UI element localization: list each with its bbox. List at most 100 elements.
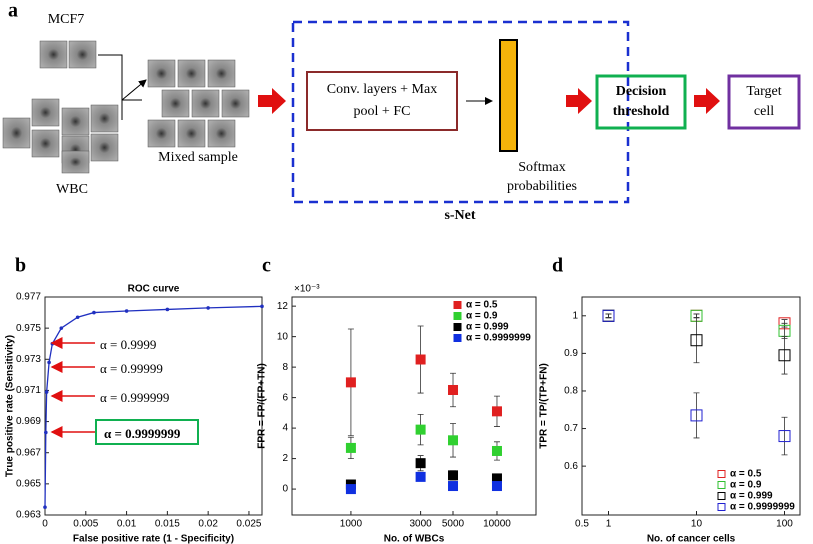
y-tick-label: 0.977	[16, 292, 41, 303]
panel-label: c	[262, 255, 271, 277]
chart-title: ROC curve	[128, 284, 180, 295]
y-tick-label: 0.965	[16, 478, 41, 489]
roc-line	[44, 305, 263, 508]
y-tick-label: 1	[572, 310, 578, 321]
roc-point	[92, 310, 96, 315]
legend-swatch	[453, 323, 462, 331]
roc-point	[43, 505, 47, 510]
legend-swatch	[717, 492, 726, 500]
marker	[415, 354, 426, 365]
roc-point	[206, 306, 210, 310]
y-axis-label: FPR = FP/(FP+TN)	[257, 363, 268, 449]
red-arrow	[258, 88, 286, 114]
x-tick-label: 0.5	[575, 519, 589, 530]
marker	[345, 484, 356, 495]
softmax-text: Softmax	[518, 160, 565, 175]
error-bar	[693, 317, 700, 364]
panel-a: a MCF7 WBC Mixed sample Conv. layers + M…	[2, 0, 801, 223]
y-axis-label: True positive rate (Sensitivity)	[5, 335, 16, 477]
network-text: Conv. layers + Max	[327, 82, 437, 97]
x-tick-label: 10000	[483, 519, 511, 530]
target-text: cell	[754, 104, 774, 119]
roc-point	[44, 390, 49, 394]
softmax-text: probabilities	[507, 179, 577, 194]
error-bar	[693, 392, 700, 439]
target-box	[727, 74, 801, 130]
y-tick-label: 0.971	[16, 385, 41, 396]
annotation: α = 0.999999	[100, 390, 169, 405]
marker	[491, 445, 502, 456]
red-arrow	[694, 88, 720, 114]
red-arrow	[566, 88, 592, 114]
panel-label: d	[552, 255, 563, 277]
marker	[602, 309, 615, 322]
legend-swatch	[717, 470, 726, 478]
error-bar	[781, 336, 788, 375]
y-tick-label: 6	[282, 392, 288, 403]
y-tick-label: 12	[277, 301, 289, 312]
legend-label: α = 0.9	[730, 480, 762, 491]
marker	[448, 470, 459, 481]
marker	[448, 481, 459, 492]
y-tick-label: 0.8	[564, 386, 578, 397]
y-tick-label: 2	[282, 453, 288, 464]
x-tick-label: 100	[776, 519, 793, 530]
error-bar	[605, 313, 612, 319]
roc-point	[47, 360, 51, 365]
x-tick-label: 0.025	[236, 519, 261, 530]
marker	[448, 435, 459, 446]
marker	[491, 406, 502, 417]
annotation-box	[95, 419, 199, 445]
marker	[345, 377, 356, 388]
y-tick-label: 0.9	[564, 348, 578, 359]
x-tick-label: 0.02	[198, 519, 218, 530]
x-tick-label: 0.015	[155, 519, 180, 530]
x-tick-label: 1000	[340, 519, 363, 530]
legend-label: α = 0.9999999	[730, 502, 795, 513]
connector-arrow	[121, 79, 147, 101]
marker	[415, 458, 426, 469]
y-axis-label: TPR = TP/(TP+FN)	[539, 363, 550, 449]
roc-point	[124, 309, 129, 313]
legend-swatch	[717, 503, 726, 511]
y-tick-label: 10	[277, 331, 289, 342]
marker	[345, 442, 356, 453]
error-bar	[781, 416, 788, 456]
decision-text: threshold	[613, 104, 670, 119]
y-tick-label: 0.967	[16, 447, 41, 458]
network-box	[306, 71, 458, 131]
legend-label: α = 0.5	[730, 469, 762, 480]
legend-swatch	[453, 301, 462, 309]
annotation: α = 0.9999999	[104, 426, 181, 441]
error-bar	[693, 313, 700, 319]
x-axis-label: No. of cancer cells	[647, 534, 736, 544]
marker	[690, 409, 703, 422]
plot-frame	[581, 296, 801, 516]
y-tick-label: 0.969	[16, 416, 41, 427]
network-text: pool + FC	[354, 104, 411, 119]
roc-point	[75, 315, 80, 320]
marker	[448, 384, 459, 395]
y-multiplier: ×10⁻³	[294, 284, 320, 295]
roc-point	[260, 304, 264, 309]
decision-box	[595, 74, 687, 130]
legend-swatch	[453, 312, 462, 320]
x-tick-label: 0.01	[117, 519, 137, 530]
plot-frame	[291, 296, 537, 516]
legend-label: α = 0.9	[466, 311, 498, 322]
mixed-label: Mixed sample	[158, 150, 238, 165]
x-tick-label: 1	[606, 519, 612, 530]
y-tick-label: 8	[282, 362, 288, 373]
x-tick-label: 0.005	[73, 519, 98, 530]
legend-label: α = 0.999	[466, 322, 509, 333]
legend-label: α = 0.5	[466, 300, 498, 311]
plot-frame	[44, 296, 263, 516]
wbc-label: WBC	[56, 182, 88, 197]
connector	[98, 54, 142, 120]
target-text: Target	[746, 84, 781, 99]
y-tick-label: 0.975	[16, 323, 41, 334]
snet-label: s-Net	[444, 208, 475, 223]
x-axis-label: False positive rate (1 - Specificity)	[73, 534, 234, 544]
marker	[415, 424, 426, 435]
